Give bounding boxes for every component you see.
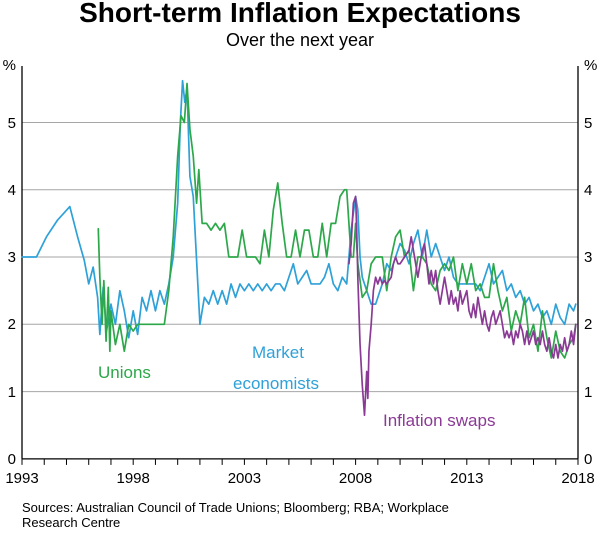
svg-text:Unions: Unions <box>98 363 151 382</box>
svg-text:1993: 1993 <box>5 470 38 487</box>
svg-text:3: 3 <box>8 249 16 266</box>
svg-text:2013: 2013 <box>450 470 483 487</box>
svg-text:Market: Market <box>252 343 304 362</box>
svg-text:%: % <box>3 57 16 74</box>
svg-text:0: 0 <box>584 451 592 468</box>
svg-text:4: 4 <box>8 182 16 199</box>
svg-text:1: 1 <box>8 384 16 401</box>
svg-text:2018: 2018 <box>561 470 594 487</box>
svg-text:0: 0 <box>8 451 16 468</box>
svg-text:2: 2 <box>8 316 16 333</box>
svg-text:2003: 2003 <box>228 470 261 487</box>
svg-text:2008: 2008 <box>339 470 372 487</box>
svg-text:5: 5 <box>8 115 16 132</box>
svg-text:1998: 1998 <box>117 470 150 487</box>
svg-text:3: 3 <box>584 249 592 266</box>
svg-text:Inflation swaps: Inflation swaps <box>383 411 495 430</box>
svg-text:5: 5 <box>584 115 592 132</box>
svg-text:4: 4 <box>584 182 592 199</box>
svg-text:economists: economists <box>233 374 319 393</box>
svg-text:1: 1 <box>584 384 592 401</box>
svg-text:%: % <box>584 57 597 74</box>
svg-text:2: 2 <box>584 316 592 333</box>
